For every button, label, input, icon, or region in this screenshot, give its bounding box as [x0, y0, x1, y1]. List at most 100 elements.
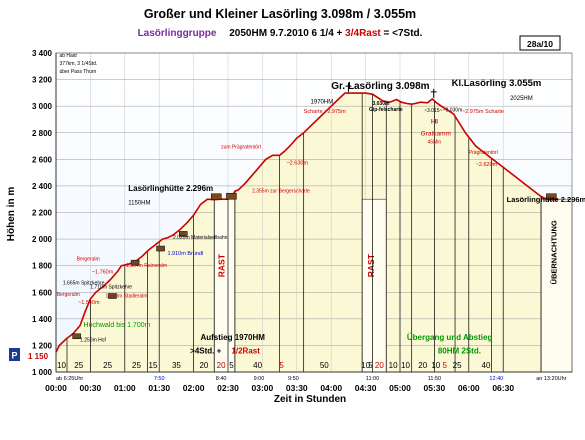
annotation-label: ~3.015~: [424, 108, 442, 114]
x-tick-label: 04:30: [355, 383, 377, 393]
segment-duration-label: 40: [253, 361, 262, 370]
segment-duration-label: 10: [401, 361, 410, 370]
x-tick-label: 02:00: [183, 383, 205, 393]
y-axis-title: Höhen in m: [6, 187, 17, 242]
x-tick-label: 01:00: [114, 383, 136, 393]
rast-band-label: RAST: [217, 253, 227, 277]
x-tick-label: 02:30: [217, 383, 239, 393]
y-tick-label: 1 000: [32, 368, 53, 377]
subtitle-group: Lasörlinggruppe: [138, 28, 217, 39]
chart-subtitle: Lasörlinggruppe 2050HM 9.7.2010 6 1/4 + …: [138, 28, 423, 39]
annotation-label: Scharte ~2.975m: [304, 109, 346, 115]
annotation-label: Gratkamm: [421, 130, 451, 137]
segment-duration-label: 25: [103, 361, 112, 370]
segment-duration-label: 25: [453, 361, 462, 370]
x-tick-label: 00:30: [80, 383, 102, 393]
parking-badge: [9, 348, 20, 361]
y-tick-label: 2 200: [32, 209, 53, 218]
annotation-label: Bergeralm: [77, 256, 100, 262]
annotation-label: 1.804m Raineralm: [126, 263, 167, 269]
waypoint-marker: [179, 231, 188, 237]
y-tick-label: 1 200: [32, 341, 53, 350]
y-tick-label: 3 200: [32, 76, 53, 85]
segment-duration-label: 10: [57, 361, 66, 370]
annotation-label: Lasörlinghütte 2.296m: [128, 184, 213, 193]
x-tick-label: 05:00: [389, 383, 411, 393]
hut-marker: [211, 193, 222, 200]
y-tick-label: 2 000: [32, 235, 53, 244]
annotation-label: 1970HM: [311, 100, 334, 106]
segment-duration-label: 25: [74, 361, 83, 370]
segment-duration-label: 20: [217, 361, 226, 370]
annotation-label: Prägratentörl: [469, 150, 498, 156]
annotation-label: Aufstieg 1970HM: [200, 333, 265, 342]
y-tick-label: 1 600: [32, 288, 53, 297]
segment-duration-label: 20: [375, 361, 384, 370]
x-tick-label: 06:30: [492, 383, 514, 393]
page-badge-box: [519, 35, 561, 51]
annotation-label: Kl.Lasörling 3.055m: [452, 78, 542, 89]
x-tick-label: 00:00: [45, 383, 67, 393]
profile-area-fill: [56, 93, 559, 372]
time-annotation: 8:40: [216, 376, 227, 382]
subtitle-rast: 3/4Rast: [345, 28, 381, 39]
y-tick-label: 1 800: [32, 262, 53, 271]
x-axis-title: Zeit in Stunden: [274, 394, 346, 405]
annotation-label: Gip-felscharte: [369, 107, 403, 113]
segment-duration-label: 5: [368, 361, 373, 370]
time-annotation: ab 6:25Uhr: [56, 376, 83, 382]
annotation-label: 1.250m Hof: [80, 337, 106, 343]
annotation-label: 45Min: [428, 139, 442, 145]
annotation-label: Hochwald bis 1.700m: [84, 322, 151, 329]
segment-duration-label: 5: [279, 361, 284, 370]
waypoint-marker: [156, 245, 165, 252]
annotation-label: zum Prägratentörl: [221, 145, 261, 151]
time-annotation: 7:50: [154, 376, 165, 382]
parking-letter: P: [11, 351, 17, 361]
hut-marker: [226, 192, 237, 200]
annotation-label: ~1.760m: [92, 270, 114, 276]
segment-duration-label: 20: [418, 361, 427, 370]
x-tick-label: 04:00: [320, 383, 342, 393]
segment-duration-label: 10: [431, 361, 440, 370]
time-annotation: 11:00: [366, 376, 379, 382]
y-tick-label: 1 400: [32, 315, 53, 324]
annotation-label: 1.665m Spitzkehre: [63, 280, 105, 286]
annotation-label: 2.020m Materialseilbahn: [173, 235, 228, 241]
segment-duration-label: 15: [149, 361, 158, 370]
x-tick-label: 01:30: [148, 383, 170, 393]
annotation-label: ~2.620m: [476, 162, 498, 168]
rast-band-label: RAST: [366, 253, 376, 277]
annotation-label: 3.030m: [372, 101, 390, 107]
annotation-label: >4Std. +: [190, 346, 221, 355]
annotation-label: 1/2Rast: [231, 346, 260, 355]
annotation-label: 2.355m zur Bergerscharte: [252, 189, 310, 195]
y-tick-label: 3 400: [32, 49, 53, 58]
x-tick-label: 06:00: [458, 383, 480, 393]
annotation-label: I-II: [431, 119, 438, 125]
plot-frame: [55, 52, 573, 373]
time-annotation: 9:50: [288, 376, 299, 382]
page-badge: 28a/10: [527, 39, 553, 49]
segment-duration-label: 10: [389, 361, 398, 370]
y-tick-label: 3 000: [32, 102, 53, 111]
time-annotation: 11:50: [428, 376, 441, 382]
annotation-label: 377km, 3 1/4Std.: [59, 61, 97, 67]
segment-duration-label: 25: [132, 361, 141, 370]
subtitle-details: 2050HM 9.7.2010 6 1/4 +: [229, 28, 345, 39]
waypoint-marker: [130, 259, 140, 266]
annotation-label: über Pass Thurn: [59, 69, 96, 75]
x-tick-label: 03:00: [252, 383, 274, 393]
y-tick-label: 2 600: [32, 155, 53, 164]
annotation-label: Lasörlinghütte 2.296m: [507, 195, 585, 204]
annotation-label: ~1.540m: [78, 300, 100, 306]
chart-title: Großer und Kleiner Lasörling 3.098m / 3.…: [144, 7, 416, 21]
annotation-label: Übergang und Abstieg: [407, 333, 493, 342]
segment-duration-label: 5: [442, 361, 447, 370]
segment-duration-label: 20: [199, 361, 208, 370]
segment-duration-label: 10: [361, 361, 370, 370]
annotation-label: ~2.975m Scharte: [462, 109, 504, 115]
x-tick-label: 05:30: [424, 383, 446, 393]
segment-duration-label: 40: [482, 361, 491, 370]
